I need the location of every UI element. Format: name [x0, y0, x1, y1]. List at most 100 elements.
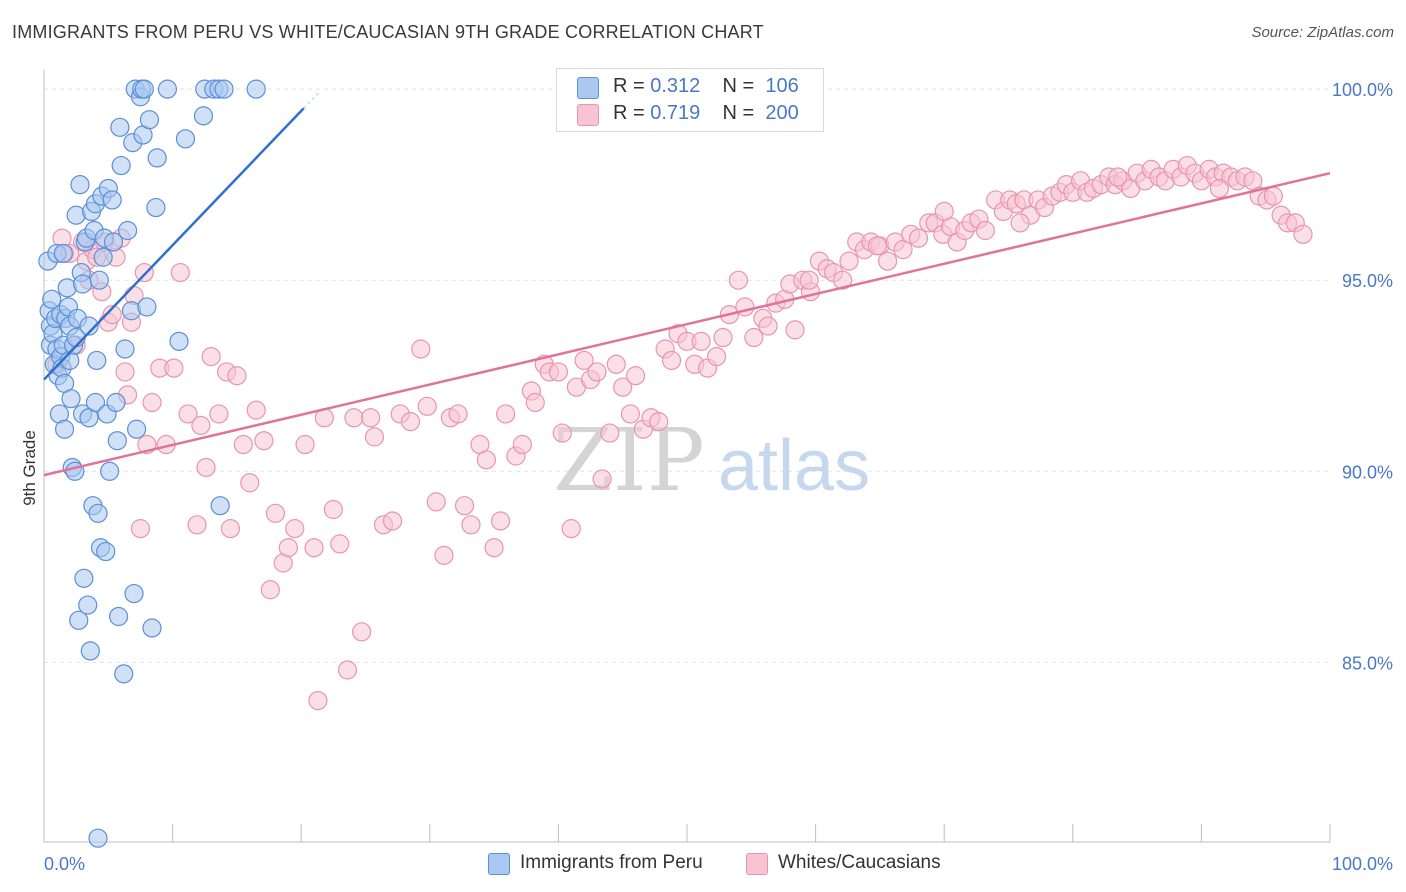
chart-title: IMMIGRANTS FROM PERU VS WHITE/CAUCASIAN … — [12, 22, 764, 42]
whites-point — [649, 412, 669, 432]
bottom-swatch-blue — [488, 853, 510, 875]
whites-point — [227, 366, 247, 386]
whites-point — [201, 347, 221, 367]
whites-point — [191, 415, 211, 436]
legend-r-value: 0.312 — [650, 75, 701, 97]
legend-r-label: R = — [613, 75, 645, 97]
whites-point — [587, 362, 607, 382]
whites-point — [613, 377, 633, 397]
whites-point — [496, 404, 516, 424]
whites-point — [1293, 224, 1313, 244]
whites-point — [1209, 178, 1230, 199]
peru-point — [42, 289, 62, 309]
peru-point — [193, 106, 214, 126]
whites-point — [512, 434, 532, 455]
peru-point — [70, 175, 90, 195]
whites-point — [352, 622, 372, 642]
y-tick-label: 85.0% — [1342, 653, 1393, 673]
whites-point — [839, 251, 859, 271]
whites-point — [548, 362, 569, 382]
whites-point — [592, 469, 612, 489]
whites-point — [170, 262, 190, 283]
whites-point — [240, 473, 260, 493]
whites-point — [178, 404, 198, 424]
peru-point — [103, 232, 124, 252]
peru-point — [214, 79, 234, 99]
whites-point — [102, 304, 122, 325]
bottom-legend-whites-label: Whites/Caucasians — [778, 852, 941, 873]
axis-layer: 85.0% 90.0% 95.0% 100.0% 0.0% 100.0% — [43, 70, 1393, 874]
legend-r-value: 0.719 — [650, 102, 701, 124]
peru-point — [99, 461, 120, 481]
whites-point — [364, 427, 385, 447]
peru-point — [85, 392, 106, 413]
whites-point — [606, 354, 626, 374]
whites-point — [975, 220, 995, 241]
whites-point — [400, 412, 421, 432]
whites-point — [625, 366, 646, 386]
legend-n-value: 106 — [765, 75, 799, 97]
peru-point — [111, 155, 131, 176]
peru-point — [117, 220, 138, 241]
whites-point — [134, 262, 154, 283]
legend-n-value: 200 — [765, 102, 799, 124]
whites-points — [47, 155, 1313, 711]
legend: R = 0.312 N = 106 R = 0.719 N = 200 — [556, 68, 824, 132]
whites-point — [744, 327, 764, 348]
bottom-swatch-pink — [746, 853, 768, 875]
peru-point — [142, 618, 162, 638]
peru-point — [74, 568, 94, 588]
whites-point — [908, 228, 929, 248]
whites-point — [260, 580, 280, 600]
whites-point — [434, 545, 454, 565]
whites-point — [461, 515, 481, 535]
legend-r-label: R = — [613, 102, 645, 124]
peru-point — [169, 331, 189, 351]
whites-point — [308, 690, 328, 711]
whites-point — [934, 201, 954, 222]
whites-point — [285, 519, 305, 539]
source-label: Source: ZipAtlas.com — [1251, 24, 1394, 41]
peru-point — [246, 79, 266, 99]
peru-point — [124, 583, 144, 604]
whites-point — [1108, 167, 1128, 187]
whites-point — [878, 251, 898, 271]
whites-point — [561, 519, 581, 539]
watermark-zip: ZIP — [553, 411, 705, 511]
legend-n-label: N = — [722, 102, 755, 124]
whites-point — [115, 362, 135, 382]
peru-point — [175, 129, 196, 149]
peru-point — [72, 274, 93, 294]
peru-point — [210, 496, 230, 516]
peru-point — [78, 595, 98, 615]
y-tick-label: 95.0% — [1342, 271, 1393, 291]
x-tick-label: 0.0% — [44, 854, 85, 874]
peru-point — [126, 419, 147, 439]
legend-swatch-pink — [577, 104, 599, 126]
peru-point — [110, 117, 130, 137]
whites-point — [661, 350, 682, 371]
peru-point — [107, 431, 127, 451]
peru-point — [108, 606, 129, 627]
whites-point — [893, 240, 913, 260]
peru-point — [96, 541, 116, 562]
peru-point — [88, 828, 108, 848]
whites-point — [426, 492, 446, 512]
whites-point — [454, 496, 475, 516]
whites-point — [484, 538, 504, 558]
peru-point — [106, 392, 126, 413]
whites-point — [265, 503, 286, 523]
peru-point — [134, 79, 154, 99]
whites-point — [1010, 213, 1030, 233]
whites-point — [833, 270, 853, 290]
whites-point — [187, 515, 207, 535]
peru-point — [53, 243, 73, 264]
peru-point — [65, 461, 85, 481]
whites-point — [1263, 186, 1284, 206]
whites-point — [209, 404, 229, 424]
trend-lines — [43, 90, 1331, 477]
whites-point — [246, 400, 266, 420]
legend-swatch-blue — [577, 77, 599, 99]
whites-point — [196, 457, 216, 478]
